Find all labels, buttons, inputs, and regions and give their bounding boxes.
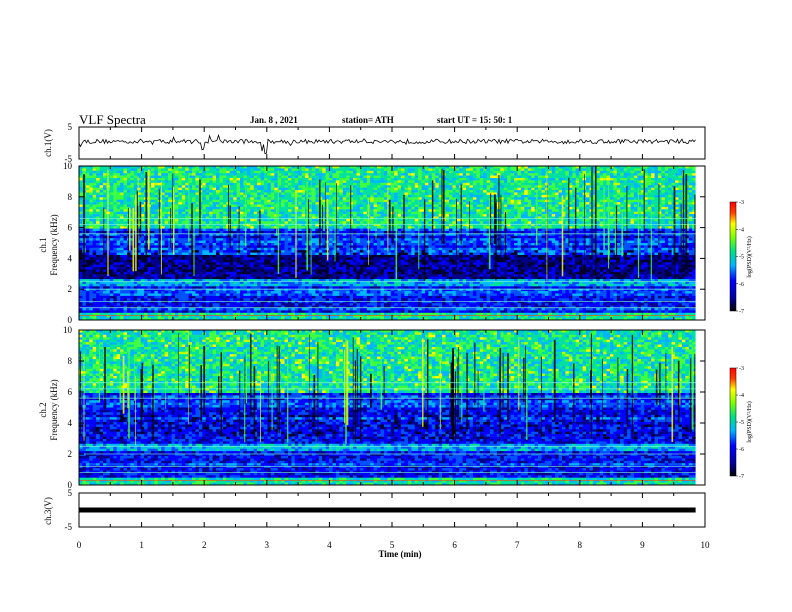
colorbar-2 — [730, 368, 736, 476]
colorbar-2-tick: -6 — [739, 447, 744, 453]
panel2-ytick-label: 0 — [68, 315, 73, 325]
panel3-ytick-label: 8 — [68, 356, 73, 366]
panel4-ytick-label: 5 — [68, 488, 73, 498]
colorbar-2-tick: -5 — [739, 420, 744, 426]
panel2-ytick-label: 6 — [68, 223, 73, 233]
colorbar-1-tick: -7 — [739, 309, 744, 315]
panel3-ytick-label: 4 — [68, 418, 73, 428]
x-axis-label: Time (min) — [378, 549, 421, 559]
x-tick-label: 3 — [265, 540, 270, 550]
panel3-ytick-label: 6 — [68, 387, 73, 397]
colorbar-1-tick: -4 — [739, 227, 744, 233]
colorbar-1-tick: -3 — [739, 200, 744, 206]
colorbar-2-tick: -7 — [739, 474, 744, 480]
ch2-colorbar-label: log(PSD)(V²/Hz) — [746, 401, 753, 442]
colorbar-1 — [730, 202, 736, 311]
colorbar-2-tick: -4 — [739, 393, 744, 399]
ch1-waveform-line — [79, 135, 696, 154]
x-tick-label: 2 — [202, 540, 207, 550]
ch1-colorbar-label: log(PSD)(V²/Hz) — [746, 236, 753, 277]
x-tick-label: 9 — [640, 540, 645, 550]
ch3-ylabel: ch.3(V) — [43, 497, 53, 525]
x-tick-label: 10 — [701, 540, 711, 550]
ch3-waveform-line — [79, 508, 696, 513]
panel4-ytick-label: -5 — [65, 522, 73, 532]
x-tick-label: 4 — [327, 540, 332, 550]
panel2-ytick-label: 10 — [63, 161, 73, 171]
ch1-ylabel: ch.1(V) — [43, 129, 53, 157]
colorbar-1-tick: -5 — [739, 255, 744, 261]
x-tick-label: 6 — [452, 540, 457, 550]
panel2-ytick-label: 2 — [68, 284, 73, 294]
colorbar-2-tick: -3 — [739, 366, 744, 372]
panel1-ytick-label: 5 — [68, 122, 73, 132]
ch1-spec-ylabel: Frequency (kHz) — [49, 214, 59, 275]
x-tick-label: 7 — [515, 540, 520, 550]
ch2-spec-ylabel-prefix: ch.2 — [38, 402, 48, 417]
x-tick-label: 0 — [77, 540, 82, 550]
panel3-ytick-label: 10 — [63, 325, 73, 335]
ch2-spectrogram-image — [79, 330, 705, 485]
panel2-ytick-label: 8 — [68, 192, 73, 202]
x-tick-label: 8 — [578, 540, 583, 550]
ch1-spec-ylabel-prefix: ch.1 — [38, 237, 48, 252]
x-tick-label: 1 — [139, 540, 144, 550]
ch1-spectrogram-image — [79, 166, 705, 320]
colorbar-1-tick: -6 — [739, 282, 744, 288]
ch2-spec-ylabel: Frequency (kHz) — [49, 379, 59, 440]
panel2-ytick-label: 4 — [68, 253, 73, 263]
panel3-ytick-label: 2 — [68, 449, 73, 459]
